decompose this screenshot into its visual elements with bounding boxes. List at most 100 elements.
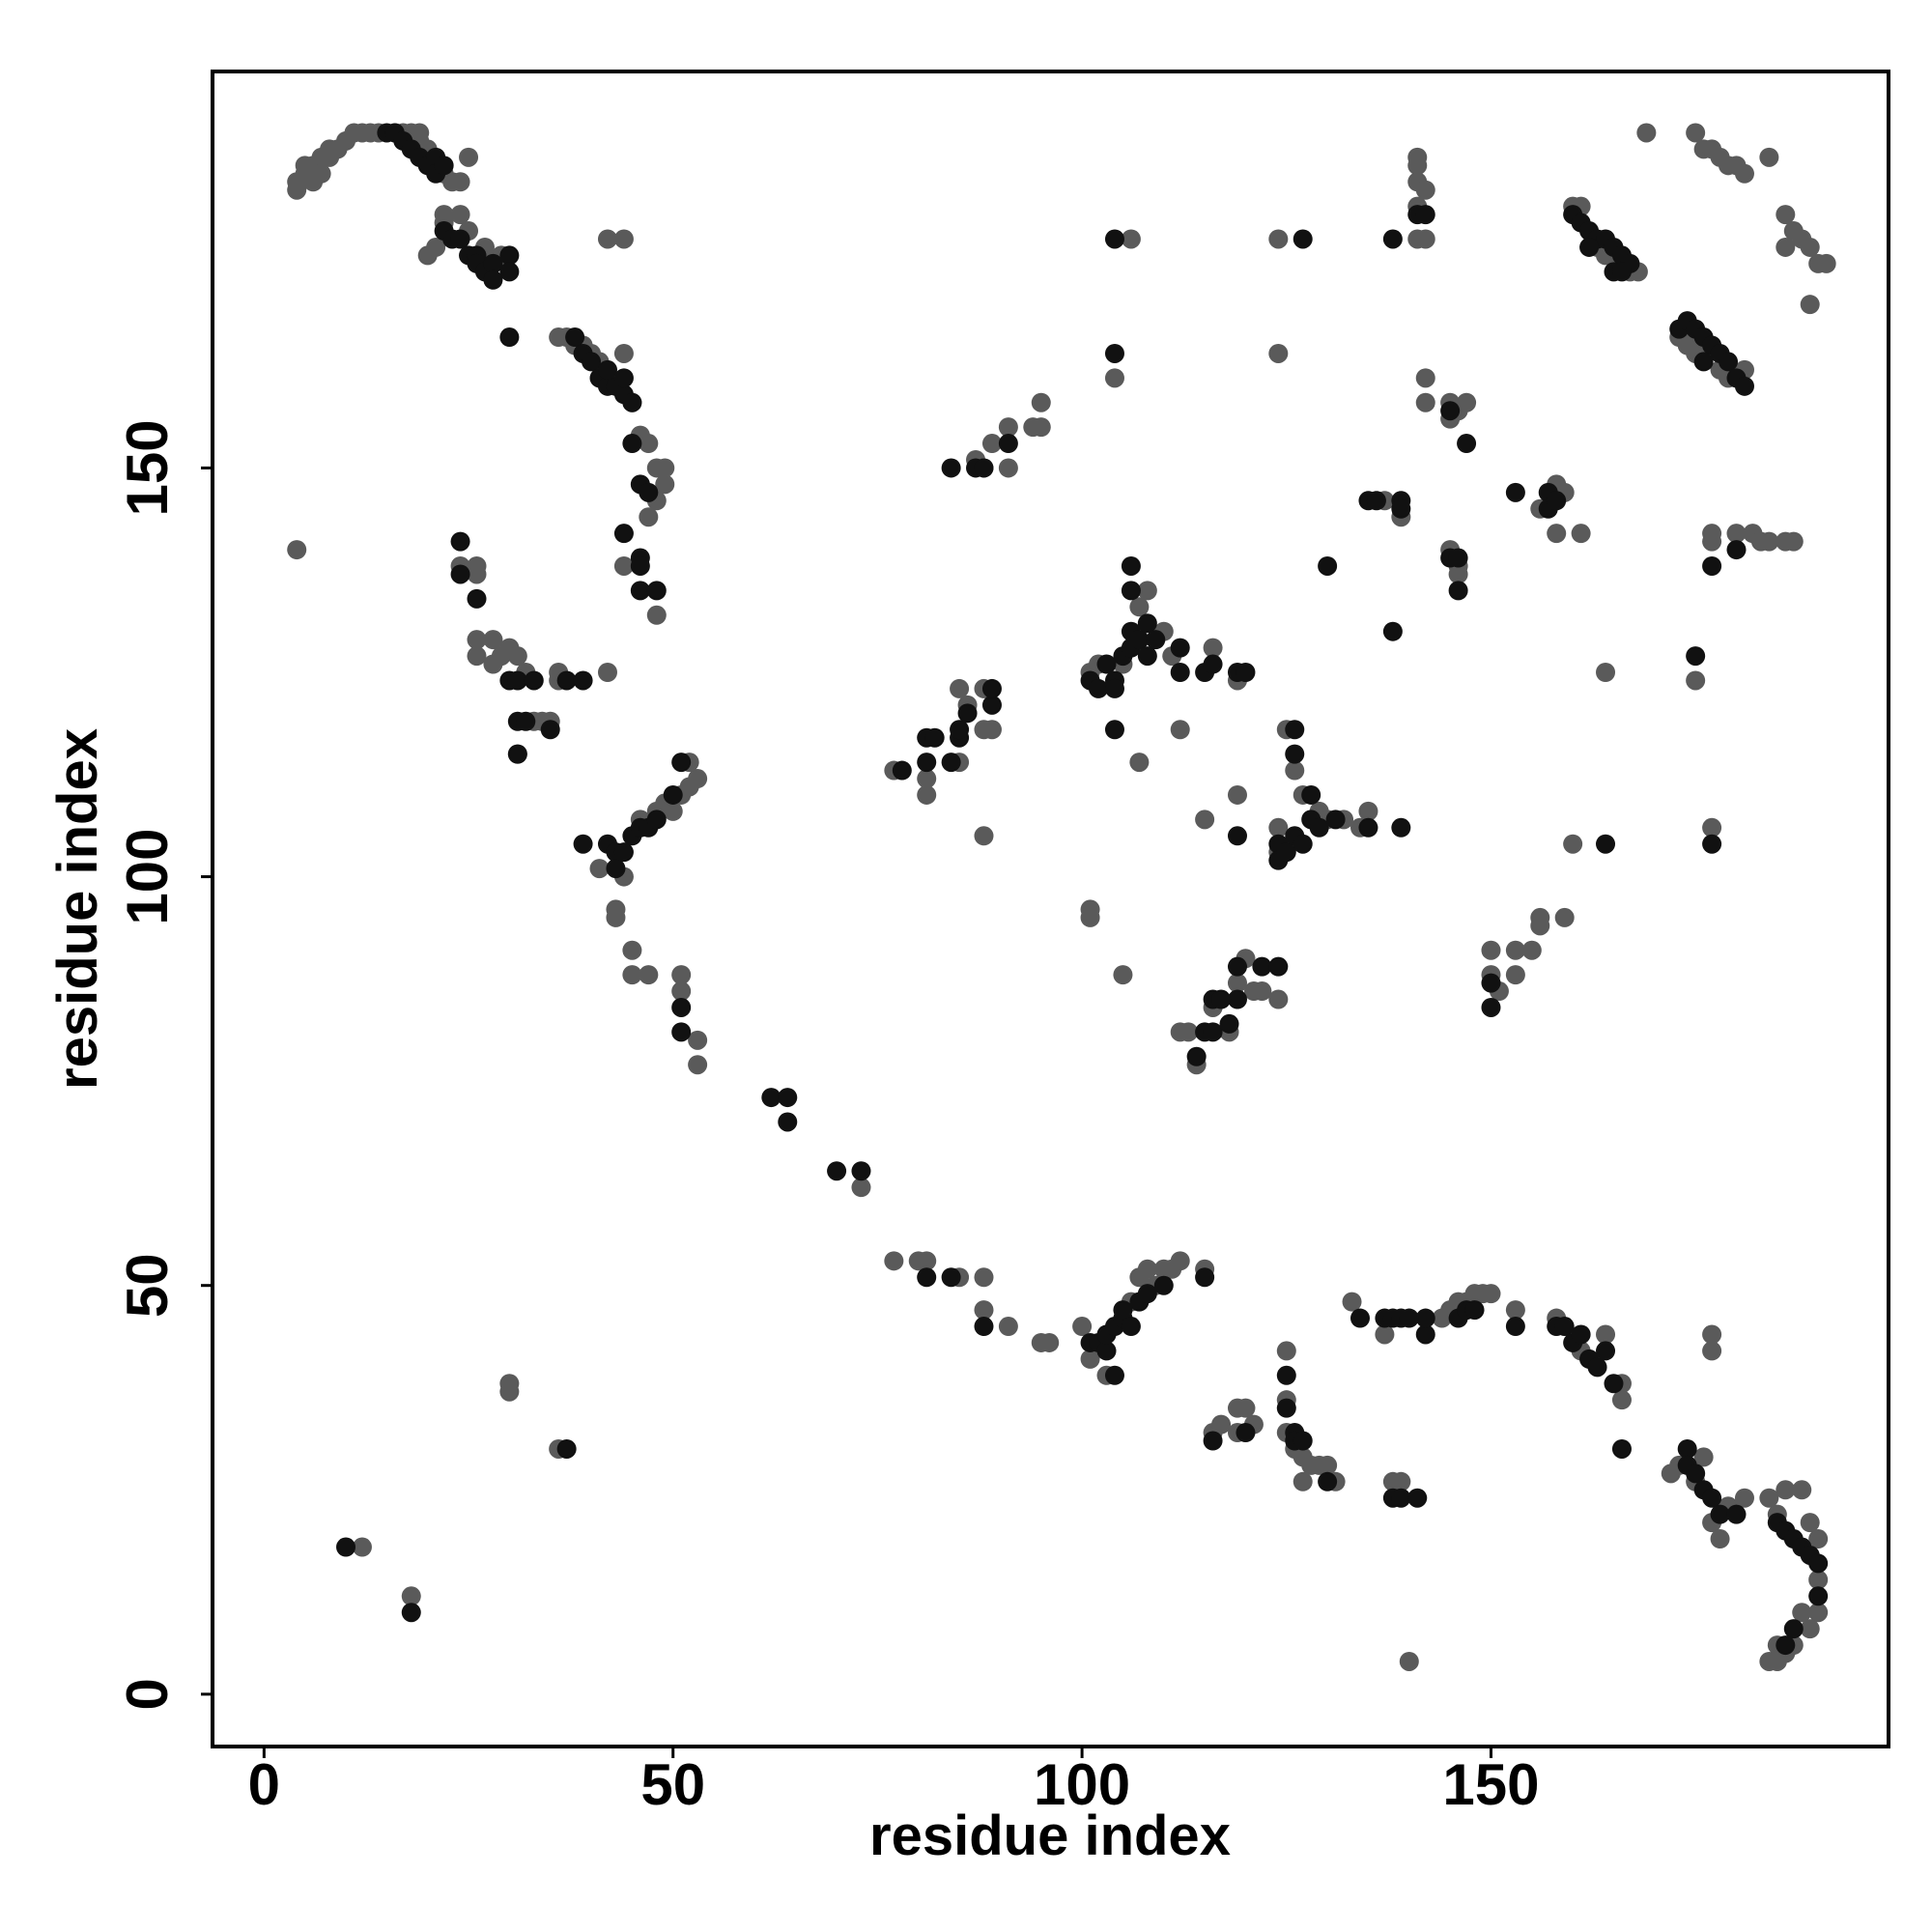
- contact-point: [499, 245, 520, 266]
- contact-point: [434, 156, 454, 176]
- contact-point: [1710, 1529, 1730, 1549]
- contact-point: [1776, 1480, 1796, 1500]
- contact-point: [1415, 229, 1435, 249]
- points: [287, 123, 1836, 1671]
- contact-point: [639, 434, 659, 454]
- contact-point: [924, 727, 945, 748]
- contact-point: [1293, 1431, 1313, 1451]
- contact-point: [1554, 1317, 1575, 1337]
- contact-point: [1285, 744, 1305, 764]
- contact-point: [957, 703, 978, 724]
- contact-point: [1693, 1447, 1714, 1467]
- contact-point: [622, 940, 642, 960]
- contact-point: [646, 581, 667, 601]
- contact-point: [884, 1251, 904, 1271]
- contact-point: [1816, 253, 1836, 273]
- contact-point: [450, 531, 470, 552]
- contact-point: [1710, 1504, 1730, 1524]
- contact-point: [483, 630, 503, 650]
- contact-point: [1276, 1398, 1296, 1418]
- y-tick-label: 0: [115, 1678, 180, 1710]
- contact-point: [655, 458, 675, 478]
- contact-point: [1195, 1267, 1215, 1288]
- contact-point: [1203, 654, 1223, 674]
- contact-point: [1211, 989, 1232, 1009]
- contact-point: [1719, 352, 1739, 372]
- contact-point: [1776, 237, 1796, 257]
- contact-point: [671, 965, 692, 985]
- contact-point: [1808, 1603, 1829, 1623]
- contact-point: [981, 695, 1002, 715]
- contact-point: [1072, 1317, 1093, 1337]
- contact-point: [941, 753, 961, 773]
- contact-point: [1227, 826, 1247, 846]
- contact-point: [1170, 1251, 1190, 1271]
- contact-point: [1457, 392, 1477, 412]
- contact-point: [1726, 540, 1747, 560]
- contact-point: [1318, 555, 1338, 576]
- contact-point: [1039, 1332, 1060, 1352]
- contact-point: [1702, 531, 1722, 552]
- contact-point: [1089, 678, 1109, 698]
- contact-point: [1611, 262, 1632, 282]
- contact-point: [1415, 1308, 1435, 1328]
- contact-point: [1415, 205, 1435, 225]
- contact-point: [1203, 1431, 1223, 1451]
- contact-point: [1293, 229, 1313, 249]
- contact-point: [1268, 956, 1289, 977]
- contact-point: [1276, 1365, 1296, 1385]
- contact-point: [1596, 663, 1616, 683]
- contact-point: [688, 1055, 708, 1075]
- contact-point: [1293, 1471, 1313, 1492]
- contact-point: [1129, 753, 1150, 773]
- contact-point: [1350, 1308, 1370, 1328]
- contact-point: [1104, 343, 1124, 363]
- contact-point: [1579, 237, 1600, 257]
- contact-point: [1505, 1317, 1525, 1337]
- contact-point: [917, 1251, 937, 1271]
- contact-point: [1734, 1488, 1754, 1508]
- contact-point: [1783, 531, 1804, 552]
- contact-point: [507, 744, 527, 764]
- contact-point: [1571, 1324, 1591, 1345]
- contact-point: [467, 564, 487, 584]
- contact-point: [998, 1317, 1018, 1337]
- contact-point: [450, 229, 470, 249]
- contact-point: [499, 327, 520, 348]
- contact-point: [1702, 834, 1722, 854]
- x-tick-label: 100: [1034, 1752, 1130, 1817]
- contact-point: [1137, 613, 1157, 634]
- contact-point: [950, 720, 970, 740]
- contact-point: [1382, 621, 1403, 641]
- contact-point: [1686, 1463, 1706, 1484]
- contact-point: [1219, 1013, 1239, 1034]
- contact-point: [1604, 1374, 1624, 1394]
- contact-point: [1448, 564, 1468, 584]
- contact-point: [981, 678, 1002, 698]
- contact-point: [401, 1586, 421, 1606]
- contact-point: [1611, 1390, 1632, 1410]
- contact-point: [1375, 1324, 1395, 1345]
- contact-point: [1252, 956, 1272, 977]
- contact-point: [1325, 810, 1346, 830]
- y-tick-label: 150: [115, 419, 180, 516]
- contact-point: [1571, 524, 1591, 544]
- contact-point: [1227, 973, 1247, 993]
- contact-point: [981, 720, 1002, 740]
- contact-point: [1179, 1022, 1199, 1042]
- contact-point: [450, 564, 470, 584]
- contact-point: [1121, 229, 1141, 249]
- x-tick-label: 50: [640, 1752, 705, 1817]
- contact-point: [1186, 1046, 1207, 1066]
- contact-point: [778, 1088, 798, 1108]
- contact-point: [1596, 1341, 1616, 1361]
- contact-point: [1129, 597, 1150, 617]
- contact-point: [1170, 638, 1190, 658]
- contact-point: [336, 1537, 356, 1557]
- contact-point: [1702, 817, 1722, 838]
- y-tick-label: 100: [115, 829, 180, 925]
- contact-point: [671, 1022, 692, 1042]
- contact-point: [671, 981, 692, 1002]
- contact-point: [1505, 1300, 1525, 1321]
- contact-point: [1285, 760, 1305, 781]
